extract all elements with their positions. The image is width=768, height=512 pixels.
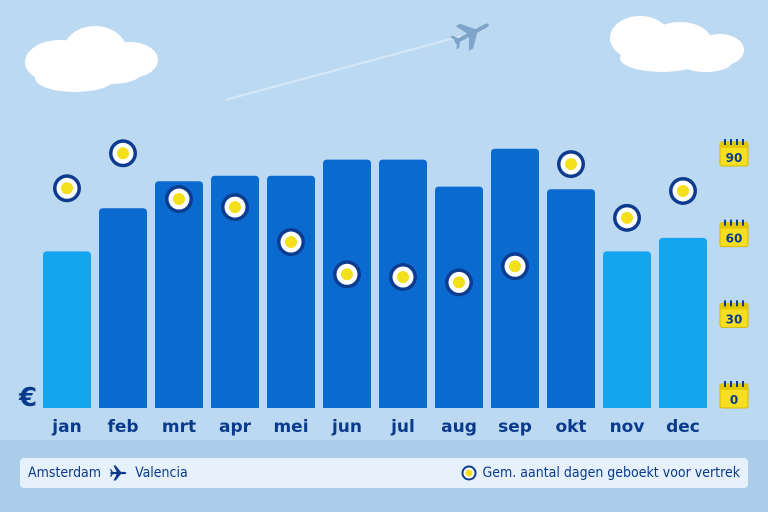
calendar-icon: 0 (719, 381, 749, 409)
bar-mrt (155, 181, 203, 408)
bar-jan (43, 251, 91, 408)
x-tick-label: okt (555, 417, 586, 437)
right-tick-label: 30 (726, 312, 743, 326)
x-tick-label: apr (219, 417, 252, 437)
legend: Gem. aantal dagen geboekt voor vertrek (461, 465, 741, 481)
bar-apr (211, 175, 259, 408)
route-label: Amsterdam Valencia (28, 464, 188, 482)
calendar-icon: 30 (719, 300, 749, 328)
calendar-icon: 90 (719, 139, 749, 167)
booking-marker-jul (389, 263, 417, 291)
bar-aug (435, 186, 483, 408)
x-tick-label: mrt (162, 417, 196, 437)
booking-marker-jan (53, 174, 81, 203)
bars-layer (43, 148, 707, 409)
contrail (224, 35, 463, 101)
legend-label: Gem. aantal dagen geboekt voor vertrek (482, 465, 741, 481)
cloud-right (610, 16, 744, 72)
right-tick-label: 60 (726, 232, 743, 246)
footer-bar: Amsterdam Valencia Gem. aantal dagen geb… (20, 458, 748, 488)
destination-city: Valencia (135, 465, 188, 481)
booking-marker-mei (277, 228, 305, 257)
calendar-icon: 60 (719, 219, 749, 248)
x-tick-labels: jan feb mrt apr mei jun jul aug sep okt nov dec (51, 417, 700, 437)
x-tick-label: sep (498, 417, 532, 437)
airplane-icon (109, 465, 127, 481)
bar-dec (659, 237, 707, 408)
bar-nov (603, 251, 651, 408)
bar-feb (99, 208, 147, 408)
x-tick-label: mei (273, 417, 308, 437)
currency-symbol: € (18, 383, 37, 413)
booking-marker-aug (445, 268, 473, 297)
markers-layer (53, 139, 697, 297)
booking-marker-feb (109, 139, 137, 168)
right-tick-label: 0 (730, 393, 738, 407)
cloud-left (25, 26, 158, 92)
right-tick-label: 90 (726, 151, 743, 165)
booking-marker-dec (669, 176, 697, 205)
bar-okt (547, 189, 595, 408)
airplane-icon (449, 23, 489, 51)
x-tick-label: jan (51, 417, 81, 437)
booking-marker-nov (613, 203, 641, 232)
booking-marker-apr (221, 193, 249, 222)
x-tick-label: jun (331, 417, 362, 437)
booking-marker-mrt (165, 185, 193, 214)
bar-mei (267, 175, 315, 408)
right-axis-ticks: 0 30 60 90 (719, 139, 749, 409)
origin-city: Amsterdam (28, 465, 102, 481)
x-tick-label: jul (390, 417, 415, 437)
booking-marker-jun (333, 260, 361, 289)
booking-marker-sep (501, 252, 529, 281)
x-tick-label: aug (441, 417, 477, 437)
x-tick-label: dec (666, 417, 700, 437)
x-tick-label: nov (610, 417, 645, 437)
booking-marker-icon (461, 465, 476, 481)
x-tick-label: feb (107, 417, 138, 437)
booking-marker-okt (557, 150, 585, 179)
